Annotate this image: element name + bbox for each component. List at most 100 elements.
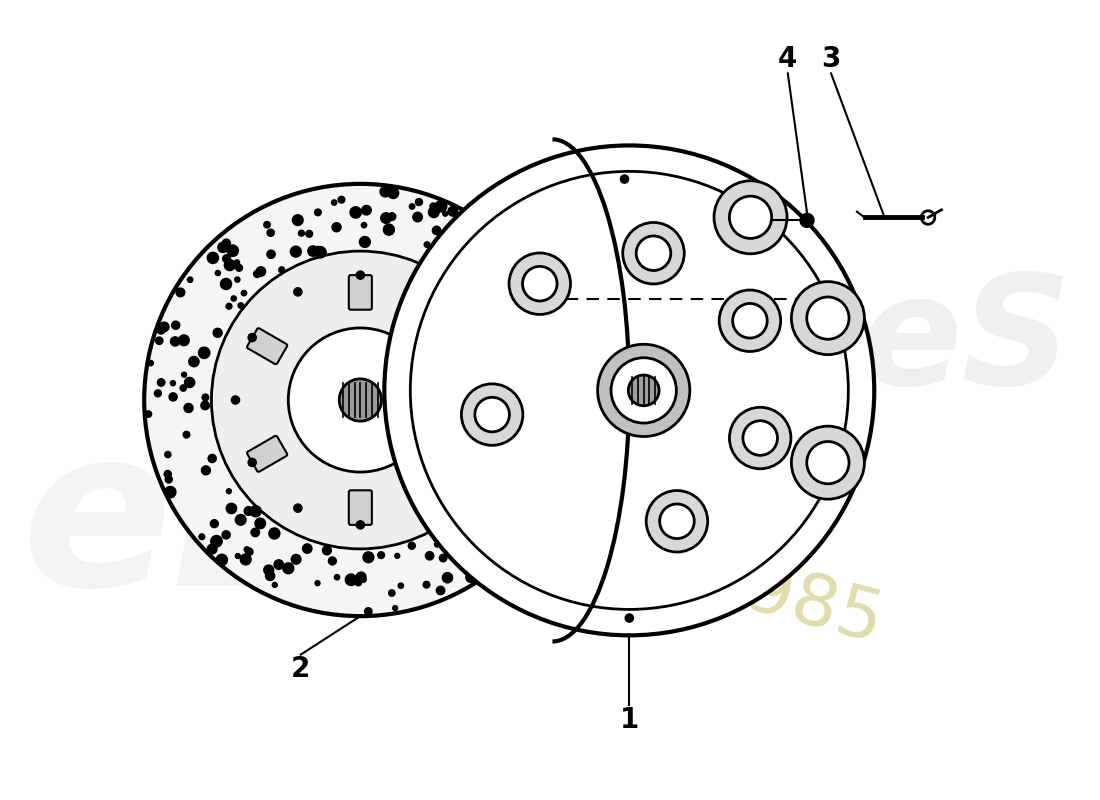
Circle shape	[439, 554, 447, 562]
Circle shape	[505, 501, 513, 509]
Circle shape	[498, 529, 508, 538]
Circle shape	[430, 203, 437, 210]
Circle shape	[482, 562, 491, 570]
Circle shape	[184, 431, 190, 438]
Circle shape	[182, 372, 187, 377]
Circle shape	[155, 337, 163, 345]
Circle shape	[360, 237, 371, 247]
Circle shape	[791, 426, 865, 499]
Circle shape	[426, 552, 433, 560]
Circle shape	[198, 347, 210, 358]
Circle shape	[264, 565, 274, 575]
Circle shape	[218, 242, 228, 253]
Circle shape	[165, 451, 170, 458]
Circle shape	[509, 253, 571, 314]
Circle shape	[332, 222, 341, 232]
Circle shape	[322, 546, 331, 555]
FancyBboxPatch shape	[433, 328, 474, 364]
Circle shape	[227, 303, 232, 309]
Circle shape	[221, 282, 228, 289]
Circle shape	[388, 213, 396, 221]
Circle shape	[395, 554, 399, 558]
Circle shape	[217, 554, 228, 566]
Circle shape	[293, 503, 303, 513]
Circle shape	[507, 266, 516, 274]
Circle shape	[238, 303, 243, 308]
Circle shape	[170, 337, 179, 346]
Circle shape	[293, 287, 303, 297]
Circle shape	[464, 333, 473, 342]
Circle shape	[733, 303, 767, 338]
Circle shape	[481, 395, 490, 405]
Circle shape	[338, 196, 344, 203]
Circle shape	[729, 407, 791, 469]
Circle shape	[220, 278, 232, 290]
Circle shape	[558, 402, 566, 412]
Circle shape	[334, 574, 340, 580]
Circle shape	[283, 563, 294, 574]
Circle shape	[473, 501, 478, 506]
Circle shape	[235, 265, 242, 271]
Circle shape	[362, 206, 371, 215]
Circle shape	[241, 290, 246, 296]
Circle shape	[355, 579, 362, 586]
Circle shape	[503, 522, 510, 530]
Circle shape	[532, 436, 540, 445]
FancyBboxPatch shape	[349, 275, 372, 310]
Circle shape	[719, 290, 781, 351]
Circle shape	[442, 573, 452, 583]
Circle shape	[476, 246, 483, 252]
Circle shape	[145, 411, 152, 418]
Circle shape	[714, 181, 786, 254]
Circle shape	[538, 443, 547, 452]
Circle shape	[339, 379, 382, 421]
Circle shape	[465, 572, 476, 582]
Circle shape	[623, 222, 684, 284]
Circle shape	[306, 230, 312, 238]
Circle shape	[497, 306, 503, 312]
Circle shape	[240, 554, 251, 565]
Circle shape	[539, 416, 546, 422]
Circle shape	[165, 486, 176, 498]
Circle shape	[388, 188, 398, 198]
Circle shape	[442, 211, 448, 216]
Circle shape	[565, 362, 574, 370]
Circle shape	[222, 239, 230, 247]
Circle shape	[208, 454, 217, 462]
Circle shape	[449, 535, 458, 543]
Circle shape	[384, 146, 874, 635]
Circle shape	[625, 614, 634, 623]
Circle shape	[448, 206, 458, 216]
Circle shape	[293, 214, 304, 226]
Circle shape	[235, 514, 246, 525]
Circle shape	[211, 251, 509, 549]
Circle shape	[553, 443, 561, 450]
Circle shape	[267, 250, 275, 258]
Circle shape	[488, 308, 496, 316]
Circle shape	[381, 213, 392, 223]
Circle shape	[495, 476, 505, 487]
Circle shape	[315, 246, 326, 258]
Circle shape	[231, 296, 236, 301]
Circle shape	[148, 361, 153, 366]
Circle shape	[202, 394, 209, 401]
Circle shape	[292, 554, 301, 564]
Circle shape	[235, 554, 240, 558]
Circle shape	[474, 502, 484, 513]
Circle shape	[250, 506, 261, 517]
Circle shape	[172, 321, 179, 330]
Circle shape	[424, 582, 430, 588]
Circle shape	[538, 410, 543, 415]
Circle shape	[556, 381, 562, 386]
Circle shape	[551, 318, 562, 329]
Circle shape	[507, 366, 517, 376]
Circle shape	[459, 261, 466, 268]
Circle shape	[298, 230, 305, 236]
Circle shape	[207, 252, 219, 263]
Circle shape	[487, 308, 494, 315]
Circle shape	[265, 571, 275, 581]
Circle shape	[331, 200, 337, 205]
Circle shape	[227, 245, 239, 256]
Circle shape	[497, 290, 502, 295]
Circle shape	[548, 466, 558, 476]
